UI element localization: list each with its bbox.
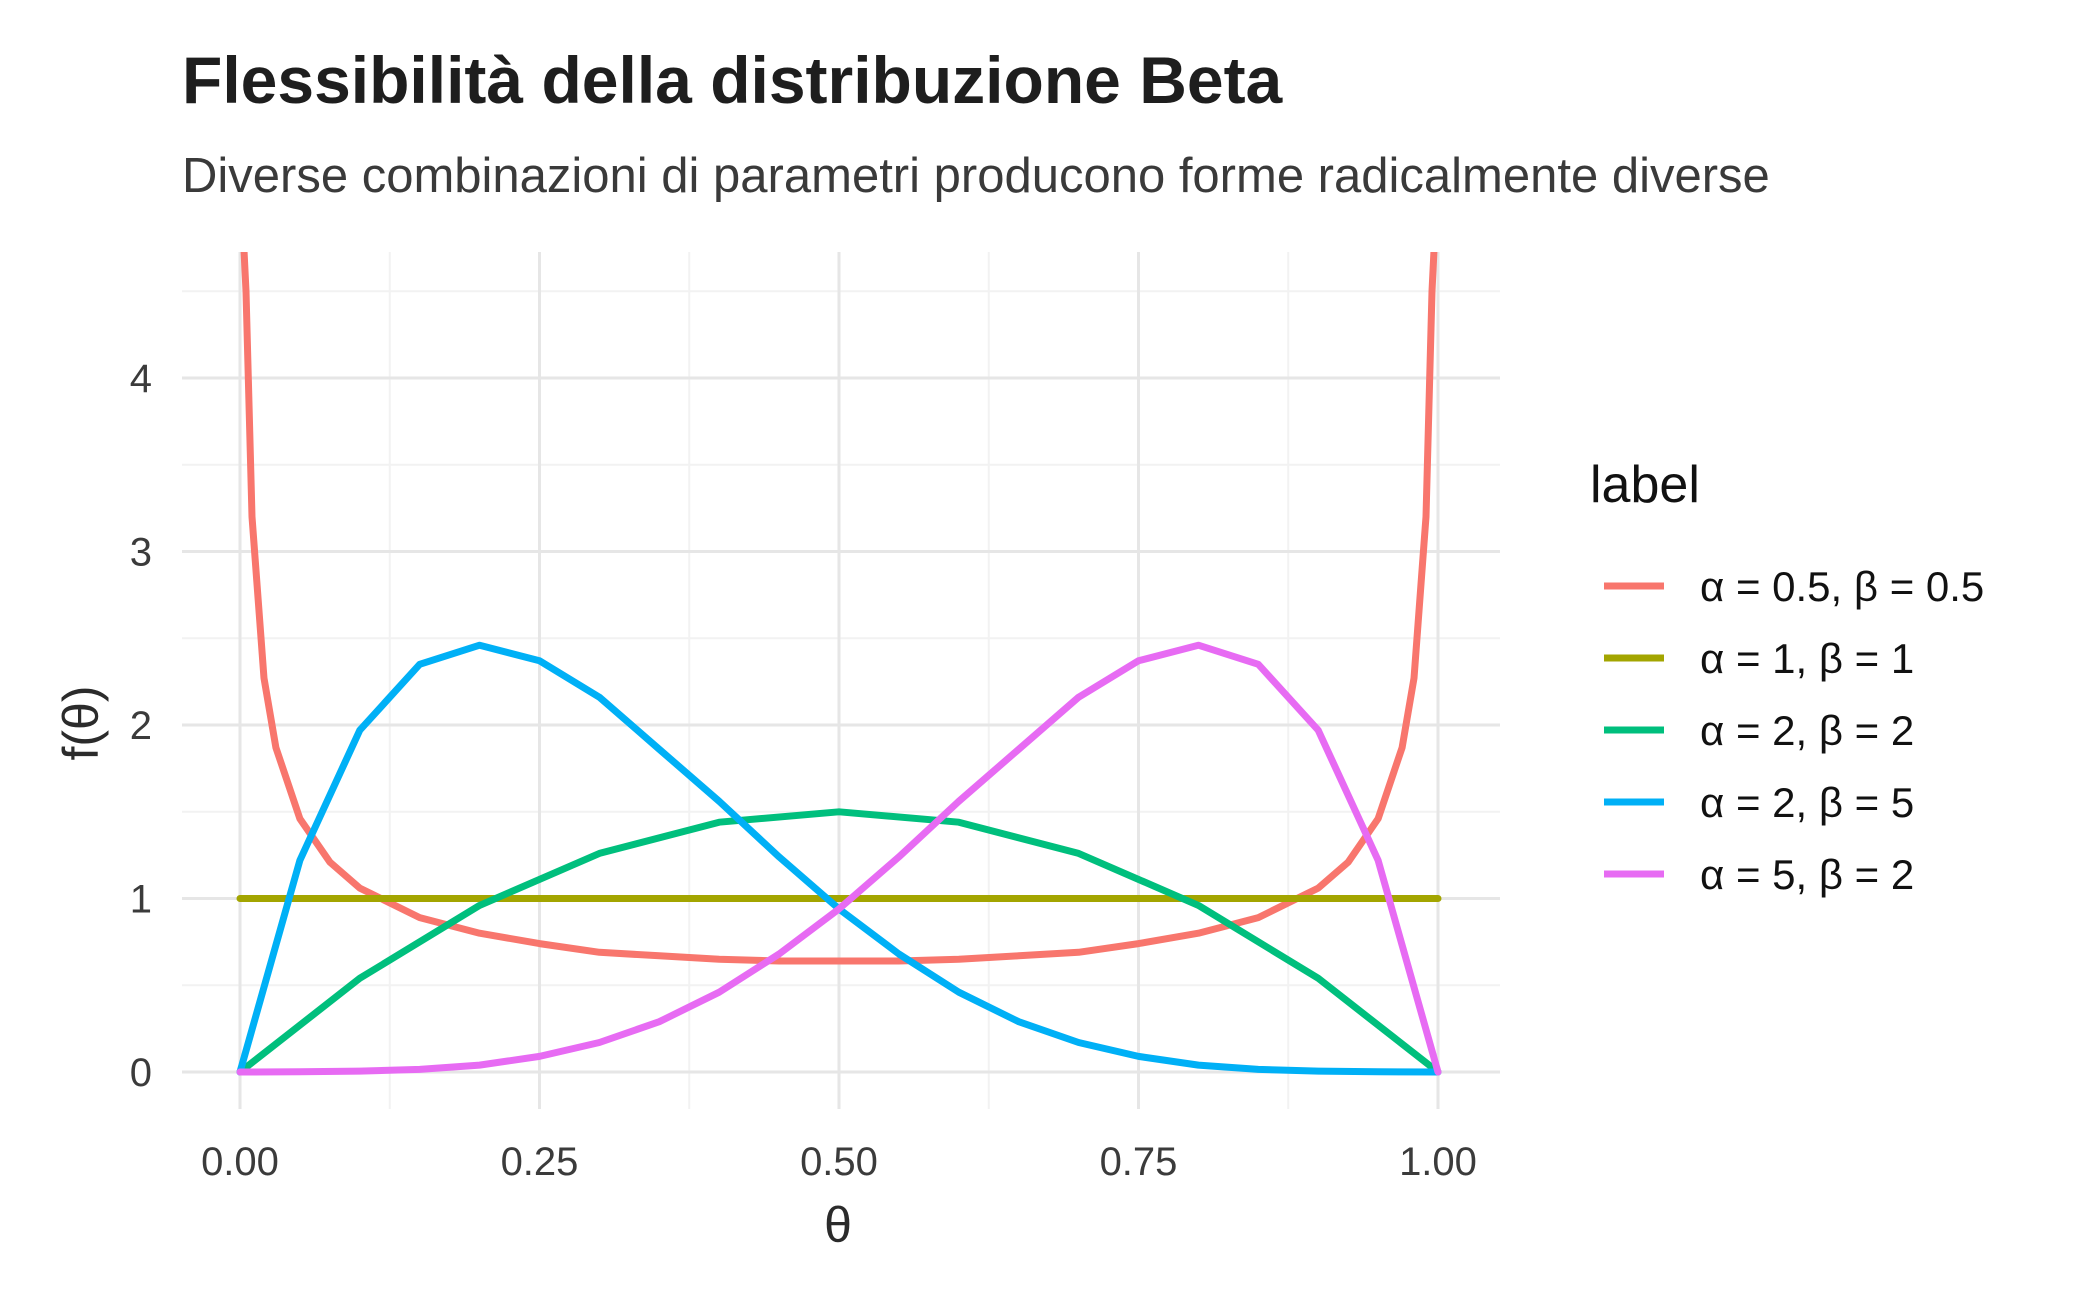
legend: α = 0.5, β = 0.5 α = 1, β = 1 α = 2, β = 2…: [1604, 563, 1984, 898]
grid-lines: [182, 252, 1500, 1109]
x-tick-label: 1.00: [1399, 1140, 1477, 1184]
x-tick-labels: 0.00 0.25 0.50 0.75 1.00: [201, 1140, 1477, 1184]
x-tick-label: 0.25: [501, 1140, 579, 1184]
legend-label-5: α = 5, β = 2: [1700, 851, 1914, 898]
y-tick-label: 1: [130, 878, 152, 922]
series-line-1: [240, 252, 1438, 965]
series-line-5: [236, 641, 1442, 1076]
x-tick-label: 0.50: [800, 1140, 878, 1184]
legend-label-4: α = 2, β = 5: [1700, 779, 1914, 826]
legend-label-2: α = 1, β = 1: [1700, 635, 1914, 682]
legend-title: label: [1590, 456, 1700, 514]
x-axis-title: θ: [824, 1197, 852, 1253]
y-tick-label: 2: [130, 704, 152, 748]
y-tick-labels: 0 1 2 3 4: [130, 357, 152, 1095]
x-tick-label: 0.00: [201, 1140, 279, 1184]
chart-subtitle: Diverse combinazioni di parametri produc…: [182, 149, 1770, 203]
legend-label-1: α = 0.5, β = 0.5: [1700, 563, 1984, 610]
y-tick-label: 4: [130, 357, 152, 401]
y-tick-label: 0: [130, 1051, 152, 1095]
y-axis-title: f(θ): [53, 686, 109, 761]
chart-title: Flessibilità della distribuzione Beta: [182, 43, 1283, 117]
y-tick-label: 3: [130, 531, 152, 575]
series-lines: [236, 252, 1442, 1076]
legend-label-3: α = 2, β = 2: [1700, 707, 1914, 754]
x-tick-label: 0.75: [1100, 1140, 1178, 1184]
series-line-3: [236, 808, 1442, 1076]
